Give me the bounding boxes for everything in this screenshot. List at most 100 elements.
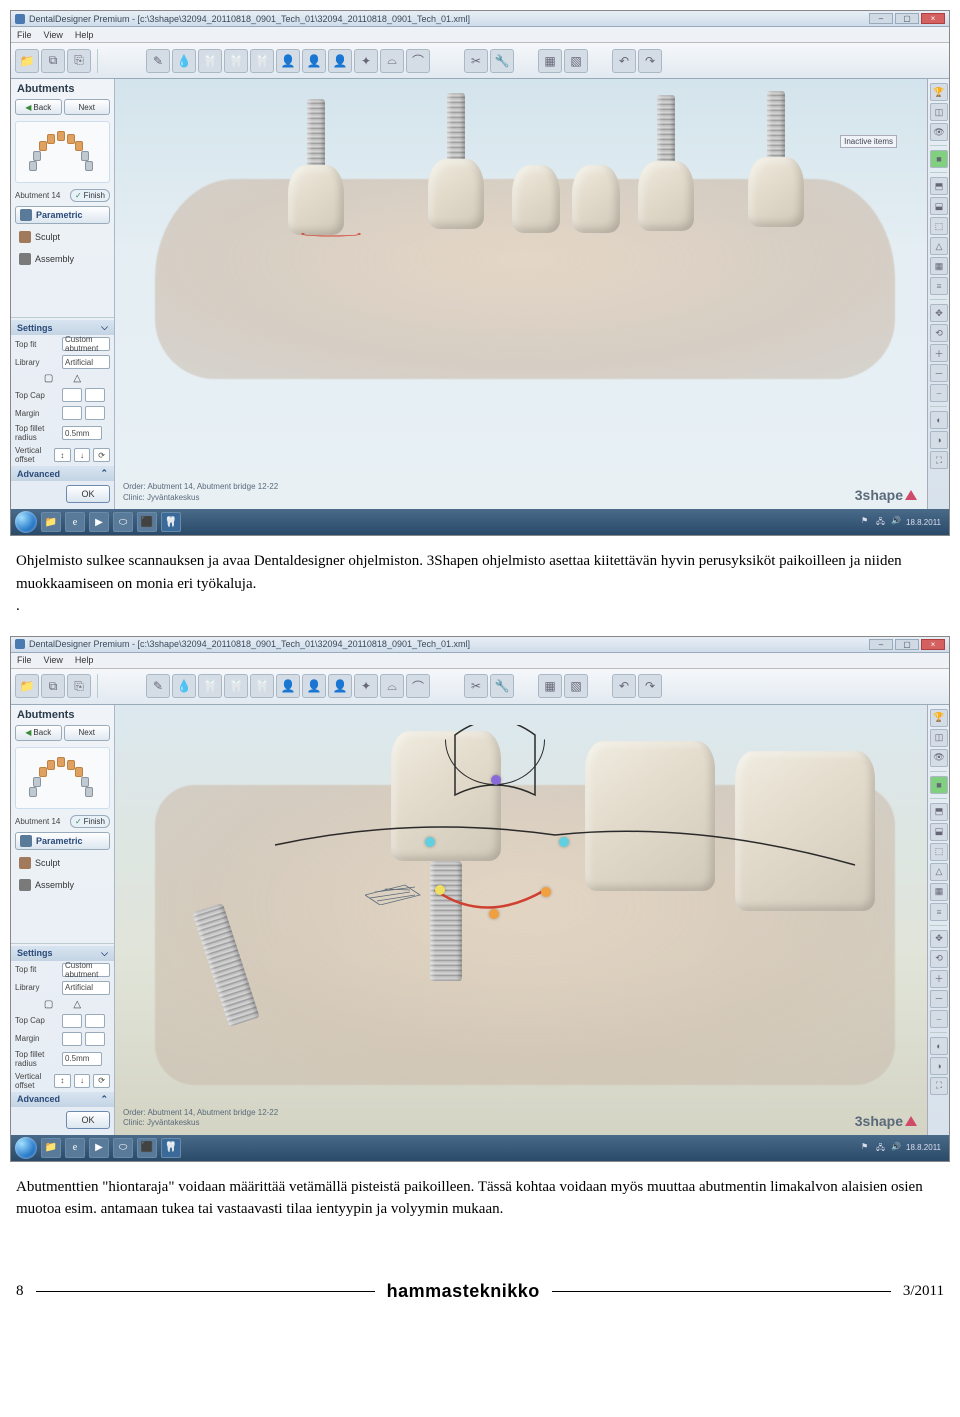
margin-input-1[interactable] [62,1032,82,1046]
rail-cylinder-icon[interactable]: ⬚ [930,217,948,235]
rail-move-icon[interactable]: ✥ [930,304,948,322]
advanced-header[interactable]: Advanced⌃ [11,466,114,481]
rail-view-front-icon[interactable]: ⬓ [930,197,948,215]
tool-wrench-icon[interactable]: 🔧 [490,674,514,698]
tool-back-icon[interactable]: ↶ [612,674,636,698]
task-media-icon[interactable]: ▶ [89,512,109,532]
assembly-button[interactable]: Assembly [15,250,110,268]
tool-tooth-2-icon[interactable]: 🦷 [224,674,248,698]
maximize-button[interactable]: ▢ [895,639,919,650]
minimize-button[interactable]: – [869,13,893,24]
viewport-3d[interactable]: Inactive items Order: Abutment 14, Abutm… [115,79,927,509]
tool-forward-icon[interactable]: ↷ [638,674,662,698]
tool-head-2-icon[interactable]: 👤 [302,49,326,73]
menu-help[interactable]: Help [75,655,94,665]
maximize-button[interactable]: ▢ [895,13,919,24]
voffset-btn-3[interactable]: ⟳ [93,1074,110,1088]
rail-dash-icon[interactable]: – [930,1010,948,1028]
tool-forward-icon[interactable]: ↷ [638,49,662,73]
tool-pen-icon[interactable]: ✎ [146,49,170,73]
tool-head-2-icon[interactable]: 👤 [302,674,326,698]
back-button[interactable]: ◀Back [15,725,62,741]
margin-input-1[interactable] [62,406,82,420]
library-select[interactable]: Artificial [62,355,110,369]
grid-gizmo-icon[interactable] [365,865,425,905]
rail-rotate-icon[interactable]: ⟲ [930,950,948,968]
ok-button[interactable]: OK [66,1111,110,1129]
back-button[interactable]: ◀Back [15,99,62,115]
menu-view[interactable]: View [44,655,63,665]
settings-header[interactable]: Settings⌵ [11,320,114,335]
start-button[interactable] [15,511,37,533]
finish-button[interactable]: ✓Finish [70,189,110,202]
tool-scissors-icon[interactable]: ✂ [464,674,488,698]
ok-button[interactable]: OK [66,485,110,503]
assembly-button[interactable]: Assembly [15,876,110,894]
rail-cone-icon[interactable]: △ [930,863,948,881]
arch-preview[interactable] [15,121,110,183]
settings-header[interactable]: Settings⌵ [11,946,114,961]
voffset-btn-3[interactable]: ⟳ [93,448,110,462]
task-app-3-icon[interactable]: 🦷 [161,512,181,532]
tool-layers-icon[interactable]: ⧉ [41,49,65,73]
voffset-btn-1[interactable]: ↕ [54,1074,71,1088]
rail-minus-icon[interactable]: － [930,364,948,382]
parametric-button[interactable]: Parametric [15,206,110,224]
shape-square-icon[interactable]: ▢ [44,373,53,384]
tool-tooth-3-icon[interactable]: 🦷 [250,674,274,698]
tool-arch-icon[interactable]: ⌒ [406,49,430,73]
tool-tooth-1-icon[interactable]: 🦷 [198,49,222,73]
rail-cube-icon[interactable]: ◫ [930,103,948,121]
fillet-input[interactable]: 0.5mm [62,1052,102,1066]
shape-triangle-icon[interactable]: △ [73,373,81,384]
rail-fit-icon[interactable]: ⛶ [930,451,948,469]
rail-grid-icon[interactable]: ▦ [930,883,948,901]
tool-head-1-icon[interactable]: 👤 [276,49,300,73]
rail-cylinder-icon[interactable]: ⬚ [930,843,948,861]
rail-minus-icon[interactable]: － [930,990,948,1008]
viewport-3d[interactable]: Order: Abutment 14, Abutment bridge 12-2… [115,705,927,1135]
control-point-margin-right[interactable] [541,887,551,897]
rail-eye-icon[interactable]: 👁 [930,123,948,141]
minimize-button[interactable]: – [869,639,893,650]
tool-view-2-icon[interactable]: ▧ [564,49,588,73]
tool-tooth-1-icon[interactable]: 🦷 [198,674,222,698]
tool-head-1-icon[interactable]: 👤 [276,674,300,698]
advanced-header[interactable]: Advanced⌃ [11,1092,114,1107]
tool-layers-icon[interactable]: ⧉ [41,674,65,698]
tool-back-icon[interactable]: ↶ [612,49,636,73]
task-app-1-icon[interactable]: ⬭ [113,512,133,532]
top-fit-select[interactable]: Custom abutment [62,337,110,351]
rail-mode-1-icon[interactable]: ◐ [930,1037,948,1055]
close-button[interactable]: × [921,639,945,650]
control-point-margin-left[interactable] [435,885,445,895]
task-app-1-icon[interactable]: ⬭ [113,1138,133,1158]
tool-arch-icon[interactable]: ⌒ [406,674,430,698]
menu-help[interactable]: Help [75,30,94,40]
rail-cube-icon[interactable]: ◫ [930,729,948,747]
top-cap-input-2[interactable] [85,1014,105,1028]
rail-trophy-icon[interactable]: 🏆 [930,709,948,727]
control-point-top[interactable] [491,775,501,785]
tool-drop-icon[interactable]: 💧 [172,674,196,698]
rail-plus-icon[interactable]: ＋ [930,970,948,988]
tool-copy-icon[interactable]: ⎘ [67,674,91,698]
rail-view-front-icon[interactable]: ⬓ [930,823,948,841]
sculpt-button[interactable]: Sculpt [15,854,110,872]
menu-file[interactable]: File [17,655,32,665]
finish-button[interactable]: ✓Finish [70,815,110,828]
rail-view-top-icon[interactable]: ⬒ [930,803,948,821]
rail-dash-icon[interactable]: – [930,384,948,402]
tool-view-1-icon[interactable]: ▦ [538,49,562,73]
tool-folder-icon[interactable]: 📁 [15,49,39,73]
top-cap-input-1[interactable] [62,1014,82,1028]
tray-flag-icon[interactable]: ⚑ [861,1142,873,1154]
voffset-btn-2[interactable]: ↓ [74,448,91,462]
fillet-input[interactable]: 0.5mm [62,426,102,440]
tool-scissors-icon[interactable]: ✂ [464,49,488,73]
top-cap-input-2[interactable] [85,388,105,402]
tool-head-3-icon[interactable]: 👤 [328,674,352,698]
tool-bridge-icon[interactable]: ⌓ [380,674,404,698]
tool-tooth-3-icon[interactable]: 🦷 [250,49,274,73]
tool-head-3-icon[interactable]: 👤 [328,49,352,73]
